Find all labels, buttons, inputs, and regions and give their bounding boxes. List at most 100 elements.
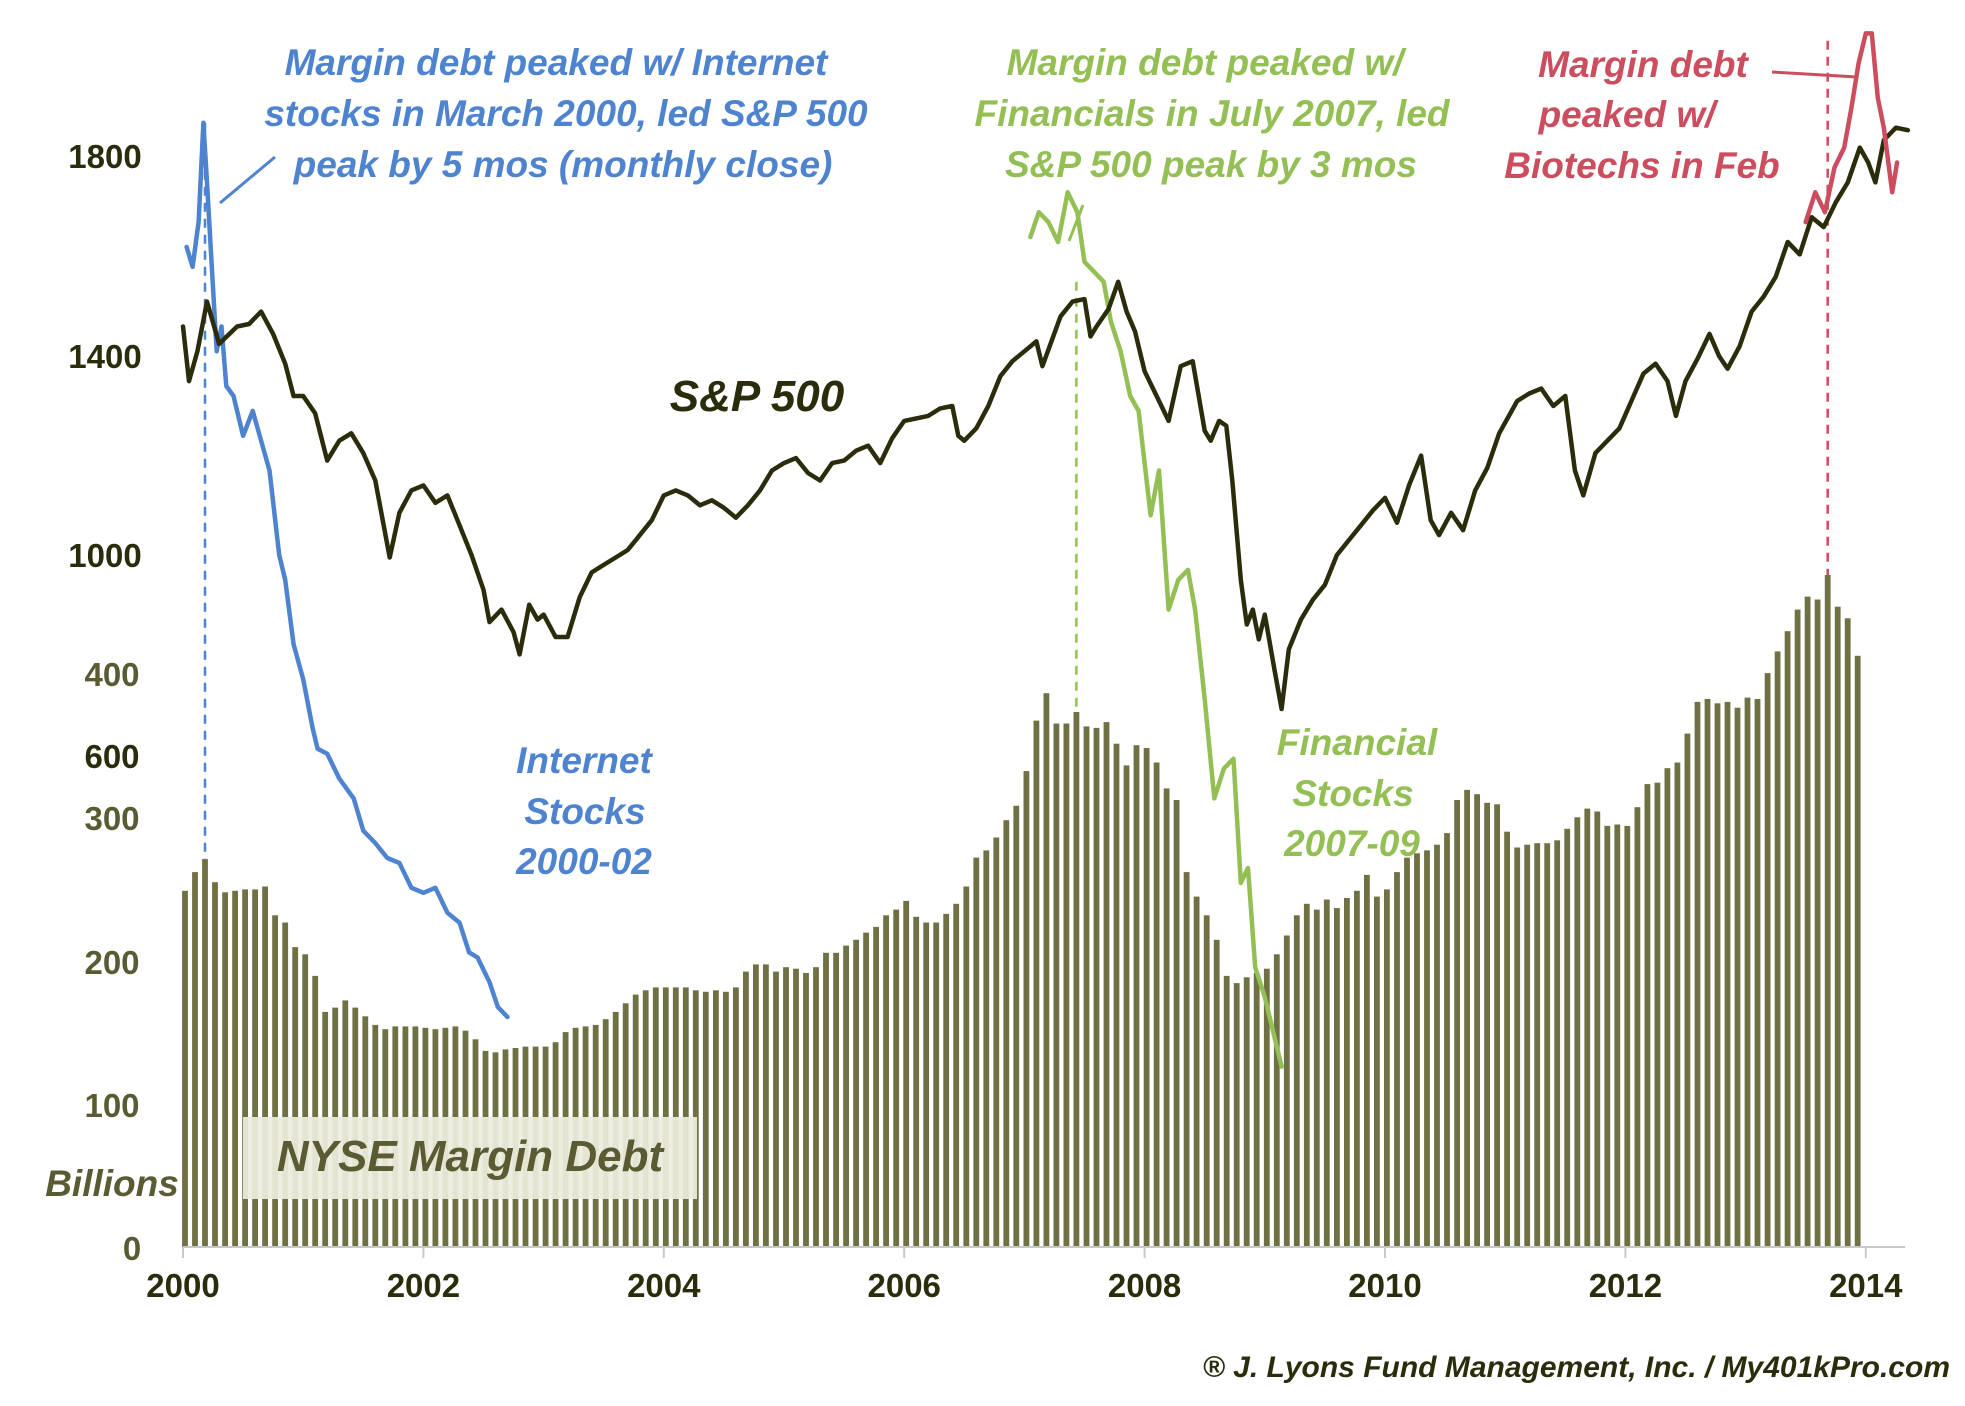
sp500-line bbox=[180, 125, 1911, 712]
margin-tick-200: 200 bbox=[84, 944, 139, 981]
margin-debt-bar bbox=[1664, 768, 1671, 1247]
copyright-credit: ® J. Lyons Fund Management, Inc. / My401… bbox=[1203, 1351, 1950, 1384]
internet-label-line-2: Stocks bbox=[524, 791, 645, 832]
margin-debt-bar bbox=[1534, 843, 1541, 1247]
biotech-annotation-line-3: Biotechs in Feb bbox=[1504, 145, 1779, 186]
margin-debt-bar bbox=[713, 990, 719, 1247]
margin-debt-bar bbox=[733, 987, 739, 1247]
biotech-stocks-line bbox=[1803, 31, 1900, 225]
margin-debt-bar bbox=[803, 973, 809, 1247]
margin-debt-bar bbox=[1584, 808, 1591, 1247]
margin-debt-bar bbox=[1474, 794, 1480, 1247]
margin-debt-bar bbox=[1263, 968, 1270, 1247]
margin-debt-bar bbox=[853, 939, 859, 1247]
margin-debt-bar bbox=[1133, 745, 1140, 1247]
margin-debt-bar bbox=[1764, 673, 1771, 1247]
x-tick-label: 2004 bbox=[627, 1267, 701, 1304]
margin-unit-label: Billions bbox=[45, 1163, 179, 1204]
margin-debt-bar bbox=[1323, 899, 1330, 1247]
margin-debt-bar bbox=[1273, 954, 1280, 1247]
margin-debt-bar bbox=[1043, 693, 1050, 1247]
margin-debt-bar bbox=[1644, 784, 1651, 1247]
margin-debt-bar bbox=[1313, 909, 1320, 1247]
margin-debt-bar bbox=[1173, 800, 1180, 1247]
financial-stocks-line bbox=[1028, 190, 1284, 1069]
biotech-annotation: Margin debt peaked w/ Biotechs in Feb bbox=[1504, 44, 1779, 186]
margin-debt-bar bbox=[242, 889, 248, 1247]
margin-debt-bar bbox=[1093, 727, 1100, 1247]
sp500-label: S&P 500 bbox=[670, 372, 845, 421]
margin-debt-bar bbox=[1183, 872, 1190, 1247]
margin-debt-bar bbox=[1243, 977, 1250, 1247]
margin-debt-bar bbox=[1784, 631, 1791, 1247]
margin-debt-bar bbox=[823, 952, 829, 1247]
margin-debt-bar bbox=[1624, 825, 1631, 1247]
margin-debt-bar bbox=[863, 932, 869, 1247]
margin-debt-bar bbox=[843, 945, 849, 1247]
margin-debt-bar bbox=[1824, 575, 1831, 1247]
margin-debt-bar bbox=[192, 872, 198, 1247]
margin-debt-bar bbox=[1844, 618, 1851, 1247]
financial-label-line-3: 2007-09 bbox=[1283, 823, 1420, 864]
margin-debt-bar bbox=[292, 947, 299, 1247]
margin-tick-600: 600 bbox=[84, 738, 139, 775]
margin-debt-bar bbox=[1714, 703, 1721, 1247]
internet-annotation-pointer bbox=[219, 155, 276, 205]
margin-debt-bar bbox=[793, 968, 799, 1247]
margin-debt-bar bbox=[1564, 828, 1571, 1247]
x-tick-label: 2014 bbox=[1829, 1267, 1903, 1304]
margin-debt-bar bbox=[232, 890, 238, 1247]
margin-debt-bar bbox=[1674, 762, 1681, 1247]
sp500-tick-1400: 1400 bbox=[68, 338, 141, 375]
x-tick-label: 2010 bbox=[1348, 1267, 1421, 1304]
margin-debt-bar bbox=[1213, 939, 1220, 1247]
margin-debt-bar bbox=[743, 971, 749, 1247]
margin-debt-bar bbox=[702, 991, 709, 1247]
internet-stocks-line bbox=[184, 120, 510, 1020]
margin-debt-bar bbox=[1303, 903, 1310, 1247]
internet-annotation: Margin debt peaked w/ Internet stocks in… bbox=[264, 42, 868, 185]
margin-debt-bar bbox=[1163, 788, 1170, 1247]
margin-debt-bar bbox=[983, 850, 990, 1247]
margin-debt-bar bbox=[1524, 844, 1531, 1247]
margin-debt-bar bbox=[993, 837, 1000, 1247]
margin-debt-bar bbox=[973, 857, 980, 1247]
margin-debt-bar bbox=[1554, 840, 1561, 1247]
margin-debt-bar bbox=[1684, 733, 1691, 1247]
margin-debt-bar bbox=[953, 903, 960, 1247]
margin-debt-bar bbox=[773, 971, 779, 1247]
margin-debt-bar bbox=[1233, 983, 1240, 1247]
x-tick-label: 2002 bbox=[387, 1267, 460, 1304]
margin-debt-bar bbox=[1344, 898, 1350, 1247]
margin-debt-bar bbox=[1494, 804, 1500, 1247]
margin-debt-bar bbox=[1103, 722, 1110, 1247]
margin-debt-bar bbox=[182, 890, 188, 1247]
margin-debt-bar bbox=[1854, 655, 1861, 1247]
financial-label-line-1: Financial bbox=[1277, 722, 1438, 763]
margin-debt-bar bbox=[1744, 697, 1751, 1247]
margin-debt-bar bbox=[943, 913, 950, 1247]
margin-debt-bar bbox=[1293, 915, 1300, 1247]
price-lines bbox=[180, 31, 1911, 1069]
internet-annotation-line-2: stocks in March 2000, led S&P 500 bbox=[264, 93, 868, 134]
margin-debt-bar bbox=[1434, 844, 1440, 1247]
margin-tick-400: 400 bbox=[84, 656, 139, 693]
margin-title-box bbox=[243, 1117, 697, 1199]
margin-debt-bar bbox=[262, 886, 268, 1247]
margin-debt-bar bbox=[1053, 723, 1060, 1247]
margin-debt-bar bbox=[1143, 748, 1150, 1247]
margin-debt-bar bbox=[1073, 712, 1080, 1247]
margin-debt-bar bbox=[1604, 825, 1611, 1247]
margin-debt-bar bbox=[1424, 850, 1430, 1247]
margin-debt-bar bbox=[1544, 843, 1551, 1247]
margin-debt-bar bbox=[1804, 596, 1811, 1247]
margin-axis: 400 600 300 200 100 0 bbox=[84, 656, 141, 1267]
margin-debt-bar bbox=[873, 926, 879, 1247]
margin-tick-0: 0 bbox=[123, 1230, 141, 1267]
margin-debt-bar bbox=[1063, 723, 1070, 1247]
margin-debt-bar bbox=[1123, 765, 1130, 1247]
margin-debt-bar bbox=[1754, 699, 1761, 1247]
margin-debt-bar bbox=[252, 889, 258, 1247]
margin-debt-bar bbox=[1414, 853, 1420, 1247]
financials-annotation: Margin debt peaked w/ Financials in July… bbox=[974, 42, 1450, 185]
